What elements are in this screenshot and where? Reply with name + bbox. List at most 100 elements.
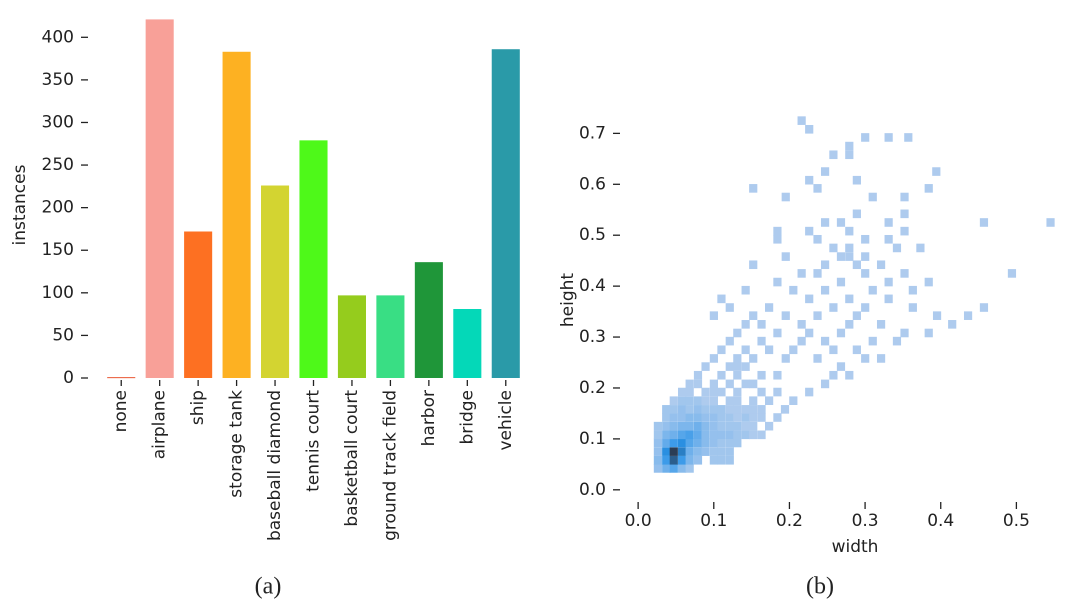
hist-cell (717, 405, 726, 414)
hist-cell (709, 387, 718, 397)
hist-cell (813, 311, 822, 320)
hist-cell (669, 396, 678, 406)
bar (414, 262, 443, 378)
hist-cell (805, 387, 814, 397)
hist-cell (725, 396, 734, 406)
hist-cell (836, 328, 846, 338)
hist-cell (662, 447, 671, 456)
hist-cell (820, 285, 830, 295)
hist-cell (678, 447, 687, 456)
hist-cell (845, 370, 854, 380)
hist-cell (725, 455, 734, 465)
hist-cell (685, 421, 694, 431)
hist-cell (773, 413, 782, 422)
hist-cell (741, 379, 750, 389)
hist-cell (653, 455, 662, 465)
hist-cell (662, 430, 671, 440)
x-tick-label: 0.5 (1003, 511, 1030, 531)
hist-cell (653, 464, 662, 473)
hist-cell (845, 252, 854, 261)
hist-cell (789, 285, 798, 295)
hist-cell (733, 396, 742, 406)
y-tick-label: 0.3 (579, 327, 606, 347)
hist-cell (749, 260, 758, 270)
hist-cell (741, 405, 750, 414)
panel-label: (a) (255, 574, 282, 600)
bar (222, 51, 251, 379)
hist-cell (884, 294, 893, 304)
hist-cell (741, 345, 750, 355)
hist-cell (693, 413, 703, 422)
hist-cell (845, 150, 854, 160)
hist-cell (685, 396, 694, 406)
hist-cell (733, 370, 742, 380)
hist-cell (685, 379, 694, 389)
hist-cell (709, 430, 718, 440)
y-axis-label: instances (10, 164, 30, 245)
hist-cell (749, 413, 758, 422)
hist-cell (773, 387, 782, 397)
hist-cell (709, 405, 718, 414)
bar (337, 295, 366, 378)
hist-cell (1046, 218, 1055, 227)
hist-cell (741, 421, 750, 431)
hist-cell (685, 405, 694, 414)
hist-cell (678, 464, 687, 473)
hist-cell (749, 184, 758, 193)
hist-cell (693, 447, 703, 456)
y-axis-label: height (558, 273, 578, 328)
hist-cell (749, 421, 758, 431)
hist-cell (1007, 269, 1017, 278)
y-tick-label: 0.2 (579, 378, 606, 398)
hist-cell (709, 413, 718, 422)
hist-cell (924, 184, 933, 193)
hist-cell (757, 370, 766, 380)
hist-cell (709, 447, 718, 456)
hist-cell (685, 455, 694, 465)
hist-cell (662, 413, 671, 422)
x-tick-label: 0.1 (700, 511, 727, 531)
hist-cell (669, 455, 678, 465)
bar (107, 377, 136, 379)
bar (299, 140, 328, 378)
hist-cell (717, 447, 726, 456)
bar (376, 295, 405, 378)
hist-cell (932, 311, 942, 320)
hist-cell (749, 311, 758, 320)
hist-cell (781, 192, 790, 202)
hist-cell (979, 218, 989, 227)
hist-cell (757, 387, 766, 397)
hist-cell (773, 370, 782, 380)
hist-cell (725, 438, 734, 448)
x-tick-label: bridge (457, 390, 477, 445)
hist-cell (781, 354, 790, 363)
hist-cell (789, 396, 798, 406)
hist-cell (797, 336, 806, 346)
hist-cell (669, 447, 678, 456)
y-tick-label: 300 (42, 112, 74, 132)
bar (453, 309, 482, 378)
hist-cell (805, 175, 814, 185)
hist-cell (820, 260, 830, 270)
hist-cell (884, 277, 893, 287)
hist-cell (757, 405, 766, 414)
hist-cell (797, 269, 806, 278)
hist-cell (678, 413, 687, 422)
hist-cell (717, 345, 726, 355)
hist-cell (900, 269, 909, 278)
hist-cell (701, 413, 710, 422)
hist-cell (662, 455, 671, 465)
hist-cell (725, 362, 734, 371)
hist-cell (717, 370, 726, 380)
hist-cell (662, 438, 671, 448)
hist-cell (653, 447, 662, 456)
hist-cell (678, 430, 687, 440)
hist-cell (852, 260, 861, 270)
hist-cell (892, 336, 902, 346)
hist-cell (820, 336, 830, 346)
hist-cell (789, 345, 798, 355)
hist-cell (717, 430, 726, 440)
hist-cell (845, 294, 854, 304)
hist-cell (852, 209, 861, 219)
